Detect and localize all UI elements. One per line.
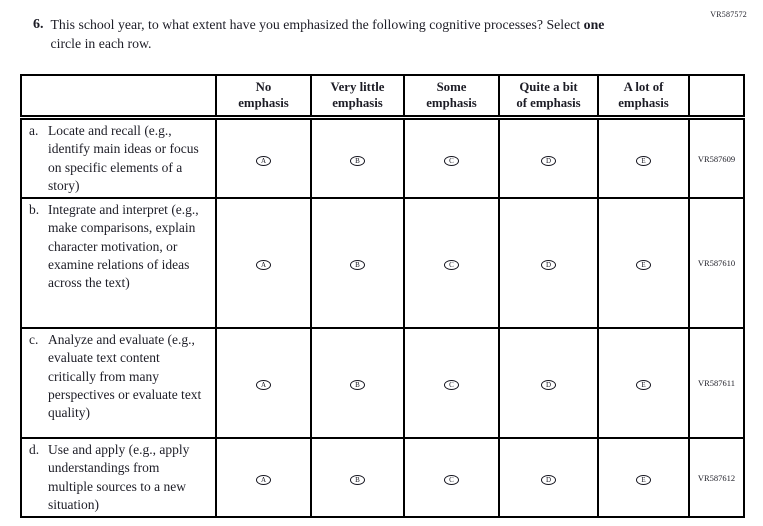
option-bubble-a[interactable]: A: [256, 155, 271, 166]
option-cell-d5: E: [597, 437, 690, 519]
form-code: VR587572: [710, 10, 747, 19]
header-cell-a-lot-of-emphasis: A lot of emphasis: [597, 74, 690, 120]
option-cell-d1: A: [215, 437, 312, 519]
option-cell-b3: C: [403, 197, 500, 330]
option-cell-c2: B: [310, 327, 405, 440]
option-bubble-e[interactable]: E: [636, 155, 651, 166]
header-cell-some-emphasis: Some emphasis: [403, 74, 500, 120]
table-row-b: b. Integrate and interpret (e.g., make c…: [20, 197, 745, 330]
row-letter: b.: [29, 202, 40, 218]
row-text: Use and apply (e.g., apply understanding…: [48, 442, 190, 513]
option-cell-b4: D: [498, 197, 599, 330]
option-cell-d4: D: [498, 437, 599, 519]
emphasis-matrix-table: No emphasis Very little emphasis Some em…: [20, 74, 745, 519]
row-text: Analyze and evaluate (e.g., evaluate tex…: [48, 332, 202, 421]
question-text-suffix: circle in each row.: [50, 36, 152, 51]
row-label-use-and-apply: d. Use and apply (e.g., apply understand…: [20, 437, 217, 519]
row-label-locate-and-recall: a. Locate and recall (e.g., identify mai…: [20, 116, 217, 200]
option-bubble-c[interactable]: C: [444, 260, 459, 271]
row-label-analyze-and-evaluate: c. Analyze and evaluate (e.g., evaluate …: [20, 327, 217, 440]
row-code: VR587611: [688, 327, 745, 440]
row-label-integrate-and-interpret: b. Integrate and interpret (e.g., make c…: [20, 197, 217, 330]
option-bubble-d[interactable]: D: [541, 155, 556, 166]
option-cell-b2: B: [310, 197, 405, 330]
option-cell-b1: A: [215, 197, 312, 330]
option-bubble-b[interactable]: B: [350, 155, 365, 166]
option-bubble-e[interactable]: E: [636, 380, 651, 391]
option-bubble-b[interactable]: B: [350, 380, 365, 391]
option-bubble-b[interactable]: B: [350, 260, 365, 271]
option-cell-c4: D: [498, 327, 599, 440]
header-cell-no-emphasis: No emphasis: [215, 74, 312, 120]
option-cell-d3: C: [403, 437, 500, 519]
option-bubble-e[interactable]: E: [636, 260, 651, 271]
option-cell-a5: E: [597, 116, 690, 200]
row-code: VR587610: [688, 197, 745, 330]
option-bubble-a[interactable]: A: [256, 380, 271, 391]
option-cell-c5: E: [597, 327, 690, 440]
option-bubble-c[interactable]: C: [444, 380, 459, 391]
header-cell-quite-a-bit-of-emphasis: Quite a bit of emphasis: [498, 74, 599, 120]
header-cell-very-little-emphasis: Very little emphasis: [310, 74, 405, 120]
table-row-a: a. Locate and recall (e.g., identify mai…: [20, 116, 745, 200]
row-letter: c.: [29, 332, 39, 348]
header-cell-empty: [20, 74, 217, 120]
header-cell-code: [688, 74, 745, 120]
option-bubble-d[interactable]: D: [541, 380, 556, 391]
question-text-prefix: This school year, to what extent have yo…: [50, 17, 581, 32]
option-bubble-e[interactable]: E: [636, 474, 651, 485]
question-number: 6.: [33, 17, 44, 32]
option-cell-a3: C: [403, 116, 500, 200]
option-cell-b5: E: [597, 197, 690, 330]
option-bubble-a[interactable]: A: [256, 474, 271, 485]
option-bubble-a[interactable]: A: [256, 260, 271, 271]
row-text: Integrate and interpret (e.g., make comp…: [48, 202, 199, 291]
option-cell-a1: A: [215, 116, 312, 200]
table-row-d: d. Use and apply (e.g., apply understand…: [20, 437, 745, 519]
option-bubble-d[interactable]: D: [541, 260, 556, 271]
header-row: No emphasis Very little emphasis Some em…: [20, 74, 745, 120]
question-text: This school year, to what extent have yo…: [51, 15, 629, 53]
option-cell-c1: A: [215, 327, 312, 440]
option-bubble-c[interactable]: C: [444, 474, 459, 485]
row-letter: a.: [29, 123, 39, 138]
row-letter: d.: [29, 442, 40, 458]
table-row-c: c. Analyze and evaluate (e.g., evaluate …: [20, 327, 745, 440]
option-cell-c3: C: [403, 327, 500, 440]
option-cell-a4: D: [498, 116, 599, 200]
option-bubble-b[interactable]: B: [350, 474, 365, 485]
option-bubble-d[interactable]: D: [541, 474, 556, 485]
row-text: Locate and recall (e.g., identify main i…: [48, 123, 199, 193]
option-cell-a2: B: [310, 116, 405, 200]
question-block: 6. This school year, to what extent have…: [33, 15, 653, 53]
option-cell-d2: B: [310, 437, 405, 519]
row-code: VR587612: [688, 437, 745, 519]
row-code: VR587609: [688, 116, 745, 200]
option-bubble-c[interactable]: C: [444, 155, 459, 166]
question-text-bold: one: [583, 17, 605, 32]
